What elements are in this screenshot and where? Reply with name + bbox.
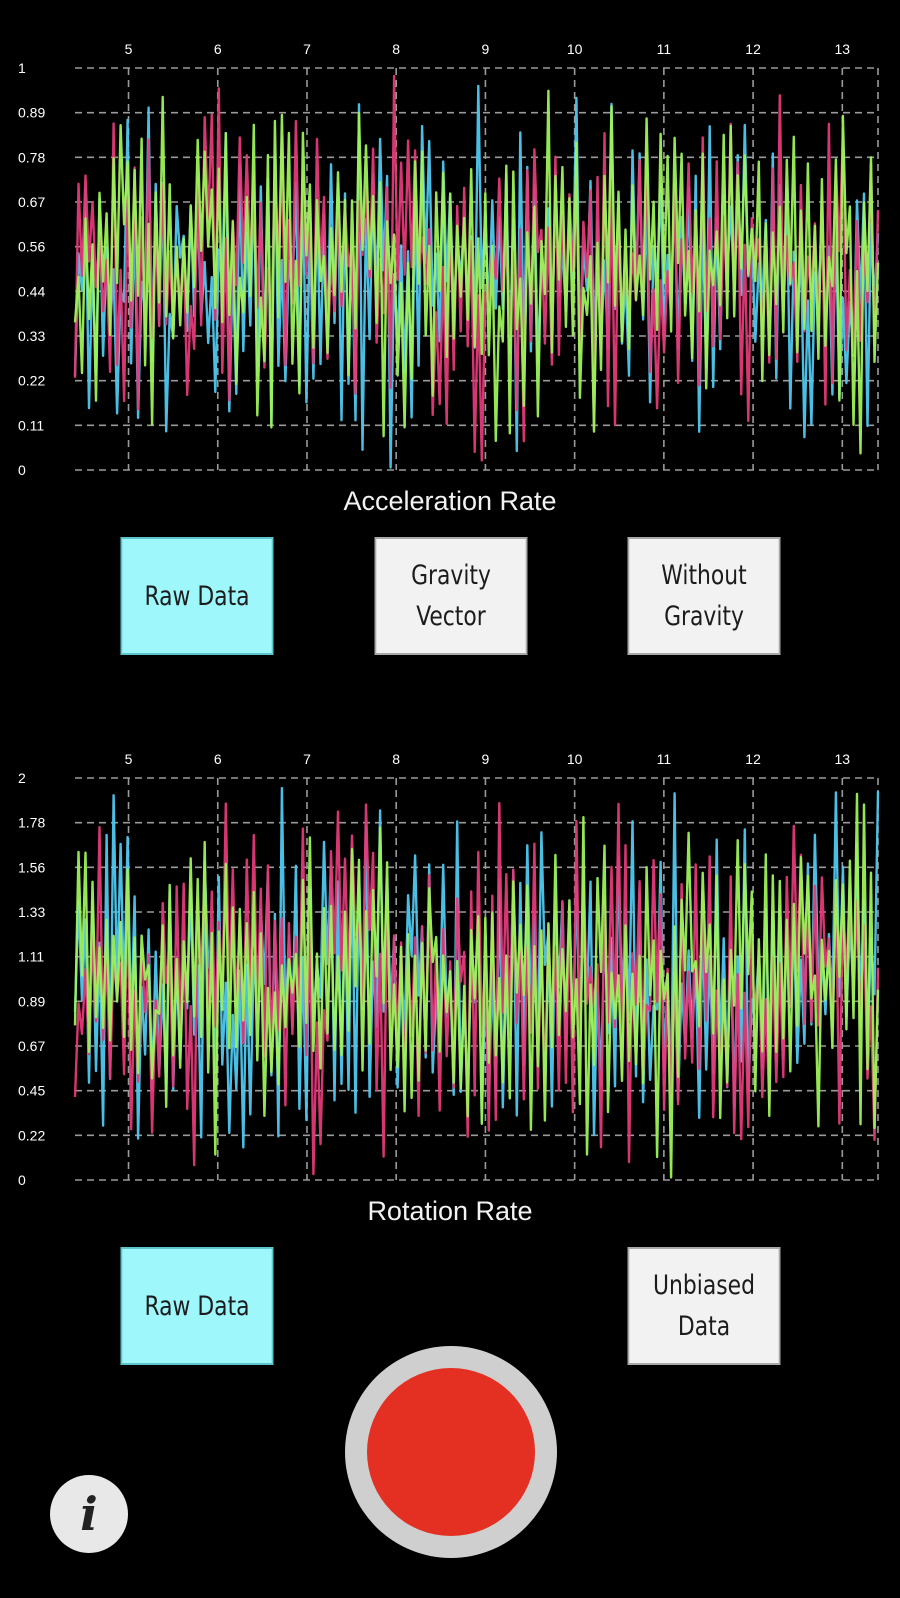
without-gravity-button[interactable]: Without Gravity bbox=[627, 537, 781, 655]
record-button-center bbox=[367, 1368, 535, 1536]
y-tick-label: 0.67 bbox=[18, 1038, 45, 1054]
gravity-vector-button[interactable]: Gravity Vector bbox=[374, 537, 528, 655]
x-tick-label: 6 bbox=[214, 41, 222, 57]
y-tick-label: 1.11 bbox=[18, 949, 44, 965]
y-tick-label: 1 bbox=[18, 60, 26, 76]
acceleration-chart-svg: 0 0.11 0.22 0.33 0.44 0.56 0.67 0.78 0.89 1 5 6 7 8 9 1… bbox=[18, 41, 880, 478]
x-tick-label: 11 bbox=[657, 751, 672, 767]
y-tick-label: 0.33 bbox=[18, 328, 45, 344]
info-button[interactable]: i bbox=[50, 1475, 128, 1553]
x-tick-label: 8 bbox=[392, 751, 400, 767]
record-button[interactable] bbox=[345, 1346, 557, 1558]
y-tick-label: 0.67 bbox=[18, 194, 45, 210]
x-tick-label: 10 bbox=[567, 41, 583, 57]
series-line-z bbox=[73, 89, 880, 455]
series-line-x bbox=[73, 84, 880, 469]
acceleration-raw-data-button[interactable]: Raw Data bbox=[120, 537, 274, 655]
x-tick-label: 8 bbox=[392, 41, 400, 57]
y-tick-label: 1.33 bbox=[18, 904, 45, 920]
series-line-z bbox=[73, 792, 880, 1179]
x-tick-label: 7 bbox=[303, 751, 311, 767]
y-tick-label: 0.22 bbox=[18, 1127, 45, 1143]
x-tick-label: 7 bbox=[303, 41, 311, 57]
x-tick-label: 12 bbox=[745, 41, 761, 57]
y-tick-label: 2 bbox=[18, 770, 26, 786]
y-tick-label: 0.89 bbox=[18, 105, 45, 121]
y-tick-label: 0.89 bbox=[18, 993, 45, 1009]
y-tick-label: 0.22 bbox=[18, 373, 45, 389]
x-tick-label: 13 bbox=[835, 41, 851, 57]
x-tick-label: 6 bbox=[214, 751, 222, 767]
acceleration-chart-title: Acceleration Rate bbox=[343, 486, 557, 516]
rotation-chart: 0 0.22 0.45 0.67 0.89 1.11 1.33 1.56 1.78 2 5 6 7 8 9 1… bbox=[0, 740, 900, 1190]
x-tick-label: 13 bbox=[835, 751, 851, 767]
x-tick-label: 12 bbox=[745, 751, 761, 767]
x-tick-label: 11 bbox=[657, 41, 672, 57]
y-tick-label: 1.78 bbox=[18, 815, 45, 831]
y-tick-label: 0.78 bbox=[18, 149, 45, 165]
y-tick-label: 0.56 bbox=[18, 239, 45, 255]
y-tick-label: 0.11 bbox=[18, 417, 44, 433]
x-tick-label: 5 bbox=[125, 41, 133, 57]
x-tick-label: 9 bbox=[482, 41, 490, 57]
unbiased-data-button[interactable]: Unbiased Data bbox=[627, 1247, 781, 1365]
x-tick-label: 9 bbox=[482, 751, 490, 767]
y-tick-label: 1.56 bbox=[18, 859, 45, 875]
rotation-chart-svg: 0 0.22 0.45 0.67 0.89 1.11 1.33 1.56 1.78 2 5 6 7 8 9 1… bbox=[18, 751, 880, 1188]
acceleration-chart: 0 0.11 0.22 0.33 0.44 0.56 0.67 0.78 0.89 1 5 6 7 8 9 1… bbox=[0, 30, 900, 480]
y-tick-label: 0 bbox=[18, 462, 26, 478]
x-tick-label: 10 bbox=[567, 751, 583, 767]
x-tick-label: 5 bbox=[125, 751, 133, 767]
rotation-chart-title: Rotation Rate bbox=[367, 1196, 533, 1226]
y-tick-label: 0.45 bbox=[18, 1083, 45, 1099]
rotation-raw-data-button[interactable]: Raw Data bbox=[120, 1247, 274, 1365]
y-tick-label: 0.44 bbox=[18, 283, 45, 299]
series-line-y bbox=[73, 74, 880, 462]
info-icon: i bbox=[80, 1487, 98, 1541]
y-tick-label: 0 bbox=[18, 1172, 26, 1188]
